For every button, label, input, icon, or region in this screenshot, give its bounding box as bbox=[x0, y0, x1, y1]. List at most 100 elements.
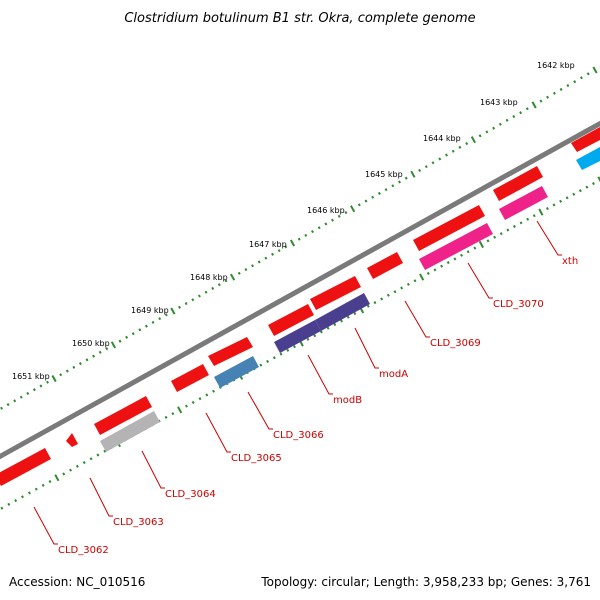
outer-ruler-tick bbox=[197, 294, 201, 298]
inner-ruler-tick bbox=[578, 189, 582, 193]
outer-ruler-tick bbox=[284, 245, 288, 249]
outer-ruler-tick bbox=[331, 218, 334, 222]
inner-ruler-tick bbox=[75, 464, 79, 468]
outer-ruler-tick bbox=[264, 256, 268, 260]
inner-ruler-tick bbox=[205, 393, 209, 397]
outer-ruler-tick bbox=[26, 391, 30, 395]
inner-ruler-tick bbox=[366, 304, 370, 308]
outer-ruler-tick bbox=[98, 350, 102, 354]
outer-ruler-tick bbox=[573, 80, 577, 84]
gene-label-xth: xth bbox=[562, 256, 578, 267]
gene-cld-3064-forward bbox=[94, 396, 152, 435]
outer-ruler-tick bbox=[138, 328, 142, 332]
gene-cld-3069 bbox=[367, 252, 403, 279]
inner-ruler-tick bbox=[493, 235, 497, 239]
outer-ruler-tick bbox=[438, 157, 442, 161]
leader-moda bbox=[354, 327, 379, 369]
inner-ruler-tick bbox=[532, 214, 536, 218]
inner-ruler-tick bbox=[14, 499, 18, 503]
gene-label-cld-3063: CLD_3063 bbox=[113, 517, 164, 528]
inner-ruler-tick bbox=[386, 293, 390, 297]
outer-ruler-tick bbox=[251, 264, 254, 268]
inner-ruler-tick bbox=[21, 495, 24, 499]
outer-ruler-tick bbox=[46, 380, 49, 384]
leader-cld-3066 bbox=[247, 391, 273, 430]
outer-ruler-tick bbox=[144, 324, 148, 328]
gene-moda bbox=[315, 293, 370, 331]
inner-ruler-tick bbox=[313, 334, 317, 338]
inner-ruler-tick bbox=[393, 290, 397, 294]
genome-stats-text: Topology: circular; Length: 3,958,233 bp… bbox=[260, 575, 591, 589]
gene-moda-forward bbox=[310, 276, 361, 310]
scale-label-1650: 1650 kbp bbox=[72, 339, 110, 348]
scale-label-1644: 1644 kbp bbox=[423, 134, 461, 143]
scale-label-1648: 1648 kbp bbox=[190, 273, 228, 282]
gene-edge-red bbox=[571, 127, 600, 152]
leader-cld-3062 bbox=[33, 506, 58, 545]
outer-ruler-tick bbox=[324, 222, 328, 226]
outer-scale-ruler bbox=[0, 66, 598, 410]
inner-ruler-tick bbox=[597, 176, 600, 183]
outer-ruler-tick bbox=[337, 214, 341, 218]
outer-ruler-tick bbox=[492, 126, 496, 130]
inner-ruler-tick bbox=[326, 326, 330, 330]
outer-ruler-tick bbox=[92, 354, 96, 358]
outer-ruler-tick bbox=[59, 373, 63, 377]
outer-ruler-tick bbox=[151, 320, 155, 324]
outer-ruler-tick bbox=[271, 252, 274, 256]
inner-ruler-tick bbox=[440, 264, 444, 268]
inner-ruler-tick bbox=[526, 217, 530, 221]
inner-ruler-tick bbox=[27, 491, 31, 495]
outer-ruler-tick bbox=[118, 339, 122, 343]
outer-ruler-tick bbox=[451, 149, 455, 153]
outer-ruler-tick bbox=[377, 191, 381, 195]
outer-ruler-tick bbox=[257, 260, 261, 264]
gene-modb bbox=[274, 320, 321, 353]
outer-ruler-tick bbox=[0, 406, 3, 410]
outer-ruler-tick bbox=[505, 118, 509, 122]
inner-ruler-tick bbox=[164, 415, 168, 419]
inner-ruler-tick bbox=[191, 400, 195, 404]
gene-features bbox=[0, 127, 600, 486]
gene-label-cld-3062: CLD_3062 bbox=[58, 545, 109, 556]
inner-ruler-tick bbox=[478, 240, 484, 249]
gene-label-cld-3069: CLD_3069 bbox=[430, 338, 481, 349]
inner-ruler-tick bbox=[0, 506, 4, 510]
outer-ruler-tick bbox=[289, 239, 296, 247]
outer-ruler-tick bbox=[498, 122, 502, 126]
gene-cld-3062 bbox=[0, 448, 51, 486]
inner-ruler-tick bbox=[185, 404, 188, 408]
outer-ruler-tick bbox=[546, 95, 550, 99]
outer-ruler-tick bbox=[344, 211, 348, 215]
inner-ruler-tick bbox=[103, 449, 107, 453]
inner-ruler-tick bbox=[279, 352, 283, 356]
inner-ruler-tick bbox=[54, 474, 60, 482]
gene-modb-forward bbox=[268, 304, 314, 336]
leader-cld-3064 bbox=[141, 450, 165, 489]
inner-ruler-tick bbox=[380, 297, 384, 301]
gene-labels: CLD_3062 CLD_3063 CLD_3064 CLD_3065 CLD_… bbox=[58, 256, 578, 556]
outer-ruler-tick bbox=[204, 290, 208, 294]
outer-ruler-tick bbox=[398, 180, 401, 184]
inner-ruler-tick bbox=[82, 461, 86, 465]
outer-ruler-tick bbox=[211, 286, 215, 290]
inner-ruler-tick bbox=[259, 363, 263, 367]
leader-cld-3063 bbox=[89, 477, 113, 517]
inner-ruler-tick bbox=[41, 483, 45, 487]
scale-label-1651: 1651 kbp bbox=[12, 372, 50, 381]
outer-ruler-tick bbox=[32, 388, 36, 392]
outer-ruler-tick bbox=[105, 347, 109, 351]
accession-text: Accession: NC_010516 bbox=[9, 575, 145, 589]
inner-ruler-tick bbox=[506, 228, 510, 232]
outer-ruler-tick bbox=[559, 87, 563, 91]
outer-ruler-tick bbox=[158, 317, 162, 321]
outer-ruler-tick bbox=[431, 161, 435, 165]
outer-ruler-tick bbox=[13, 399, 17, 403]
outer-ruler-tick bbox=[478, 134, 482, 138]
gene-cld-3066-forward bbox=[208, 337, 253, 366]
outer-ruler-tick bbox=[224, 279, 228, 283]
outer-ruler-tick bbox=[110, 341, 116, 349]
outer-ruler-tick bbox=[566, 84, 570, 88]
inner-ruler-tick bbox=[353, 312, 357, 316]
outer-ruler-tick bbox=[586, 72, 590, 76]
